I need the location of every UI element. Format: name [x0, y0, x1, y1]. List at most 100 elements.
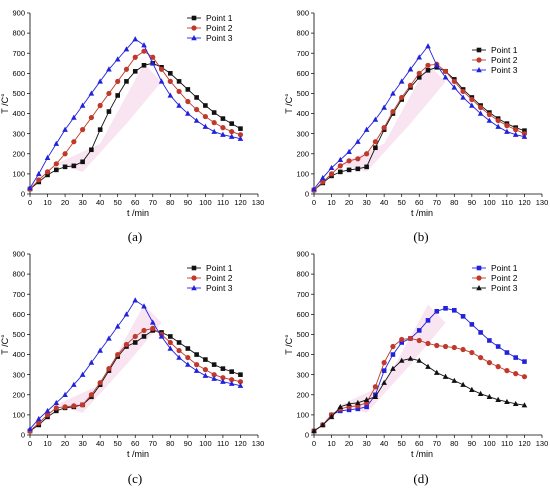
data-point — [106, 90, 112, 97]
x-tick-label: 30 — [78, 439, 86, 448]
x-tick-label: 80 — [166, 439, 174, 448]
y-axis-label: T /C° — [284, 93, 294, 114]
data-point — [176, 340, 182, 345]
y-tick-label: 800 — [12, 270, 25, 279]
data-point — [62, 151, 68, 157]
data-point — [442, 68, 449, 74]
data-point — [381, 379, 387, 385]
x-tick-label: 120 — [518, 198, 531, 207]
x-tick-label: 0 — [312, 198, 316, 207]
data-point — [62, 391, 68, 397]
y-tick-label: 400 — [12, 350, 25, 359]
data-point — [237, 379, 244, 385]
y-tick-label: 700 — [12, 49, 25, 58]
data-point — [486, 360, 492, 366]
data-point — [149, 319, 156, 325]
y-tick-label: 0 — [21, 190, 25, 199]
data-point — [416, 337, 422, 344]
data-point — [504, 350, 510, 355]
data-point — [229, 129, 235, 135]
data-point — [390, 108, 396, 115]
data-point — [328, 171, 335, 177]
legend-marker — [476, 275, 482, 281]
data-point — [390, 90, 396, 96]
series-3 — [27, 36, 244, 191]
data-point — [80, 159, 85, 165]
data-point — [512, 131, 519, 137]
data-point — [115, 78, 121, 84]
data-point — [363, 126, 370, 132]
data-point — [513, 127, 519, 133]
data-point — [220, 116, 226, 121]
data-point — [416, 75, 422, 80]
data-point — [237, 132, 244, 138]
series-2 — [311, 61, 528, 193]
data-point — [44, 169, 51, 175]
data-point — [238, 372, 243, 377]
x-tick-label: 90 — [184, 439, 192, 448]
data-point — [228, 133, 235, 139]
x-tick-label: 20 — [345, 439, 353, 448]
data-point — [158, 333, 165, 339]
data-point — [115, 93, 120, 98]
data-point — [167, 345, 174, 351]
data-point — [62, 404, 68, 410]
legend-label: Point 2 — [206, 23, 233, 33]
data-point — [106, 335, 112, 341]
x-tick-label: 10 — [327, 198, 335, 207]
data-point — [478, 104, 484, 111]
x-tick-label: 40 — [96, 198, 104, 207]
data-point — [522, 128, 527, 133]
data-point — [355, 399, 361, 406]
data-point — [176, 347, 182, 354]
data-point — [434, 342, 440, 349]
x-tick-label: 40 — [380, 439, 388, 448]
data-point — [337, 156, 344, 163]
y-tick-label: 200 — [296, 390, 309, 399]
data-point — [364, 164, 369, 170]
y-tick-label: 600 — [296, 310, 309, 319]
data-point — [486, 111, 492, 118]
data-point — [27, 184, 33, 191]
legend-marker — [476, 67, 482, 73]
data-point — [220, 131, 226, 137]
data-point — [220, 378, 226, 384]
data-point — [203, 357, 208, 362]
y-tick-label: 200 — [12, 149, 25, 158]
x-tick-label: 110 — [217, 439, 229, 448]
data-point — [521, 133, 528, 139]
data-point — [89, 147, 94, 153]
data-point — [372, 116, 379, 122]
data-point — [168, 334, 173, 339]
data-point — [346, 158, 352, 164]
data-point — [220, 375, 226, 381]
data-point — [364, 151, 370, 157]
data-point — [132, 69, 138, 74]
x-tick-label: 40 — [96, 439, 104, 448]
data-point — [311, 185, 317, 192]
data-point — [176, 88, 182, 95]
data-point — [513, 371, 519, 377]
data-point — [211, 110, 217, 115]
data-point — [451, 344, 457, 351]
y-axis-label: T /C° — [284, 334, 294, 355]
data-point — [372, 393, 379, 399]
x-tick-label: 110 — [501, 439, 513, 448]
data-point — [407, 66, 414, 72]
series-1 — [27, 328, 243, 434]
y-tick-label: 700 — [12, 290, 25, 299]
data-point — [364, 404, 369, 410]
data-point — [381, 368, 387, 373]
data-point — [477, 110, 484, 116]
data-point — [469, 322, 475, 327]
data-point — [425, 62, 431, 68]
data-point — [211, 375, 217, 381]
data-point — [88, 392, 94, 398]
x-tick-label: 70 — [149, 439, 157, 448]
data-point — [390, 343, 396, 350]
data-point — [79, 102, 86, 108]
legend-label: Point 2 — [491, 273, 518, 283]
data-point — [132, 333, 138, 340]
